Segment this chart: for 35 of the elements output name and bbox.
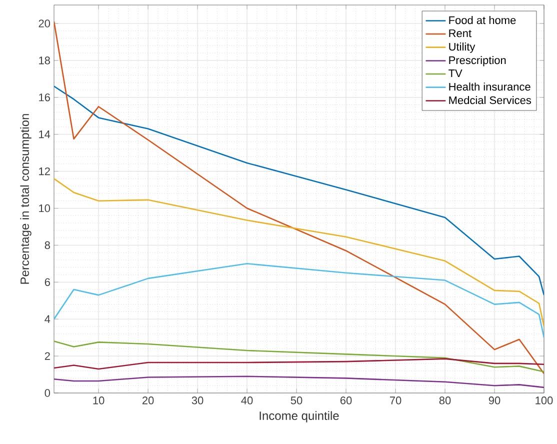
x-axis-title: Income quintile: [260, 411, 339, 422]
x-tick-label: 70: [390, 396, 402, 404]
x-tick-label: 30: [192, 396, 204, 404]
x-tick-label: 100: [536, 396, 553, 404]
y-tick-label: 12: [39, 167, 50, 176]
y-tick-label: 20: [38, 20, 50, 28]
line-series: [54, 263, 544, 338]
y-tick-label: 14: [39, 130, 50, 138]
line-series: [54, 358, 544, 370]
legend-label: Health insurance: [449, 82, 530, 91]
x-tick-label: 90: [488, 396, 500, 404]
legend-label: TV: [448, 70, 462, 78]
line-series: [54, 178, 544, 328]
x-tick-label: 10: [93, 396, 104, 404]
x-tick-label: 50: [290, 396, 302, 404]
legend-label: Medcial Services: [449, 96, 532, 104]
legend-label: Prescription: [449, 56, 506, 66]
y-tick-label: 0: [44, 389, 50, 397]
y-tick-label: 4: [44, 315, 50, 323]
x-tick-label: 20: [142, 396, 154, 404]
x-tick-label: 60: [340, 396, 352, 404]
x-tick-label: 80: [439, 396, 451, 404]
y-tick-label: 10: [39, 204, 50, 212]
line-series: [54, 376, 544, 388]
y-tick-label: 18: [39, 56, 50, 64]
y-tick-label: 8: [44, 241, 50, 250]
legend-label: Rent: [449, 29, 472, 38]
y-tick-label: 16: [39, 93, 50, 102]
legend-label: Utility: [449, 42, 476, 53]
line-series: [54, 340, 544, 372]
x-tick-label: 40: [241, 396, 253, 404]
y-tick-label: 6: [44, 278, 50, 286]
legend-label: Food at home: [449, 16, 516, 24]
y-axis-title: Percentage in total consumption: [20, 114, 32, 284]
y-tick-label: 2: [44, 352, 50, 360]
